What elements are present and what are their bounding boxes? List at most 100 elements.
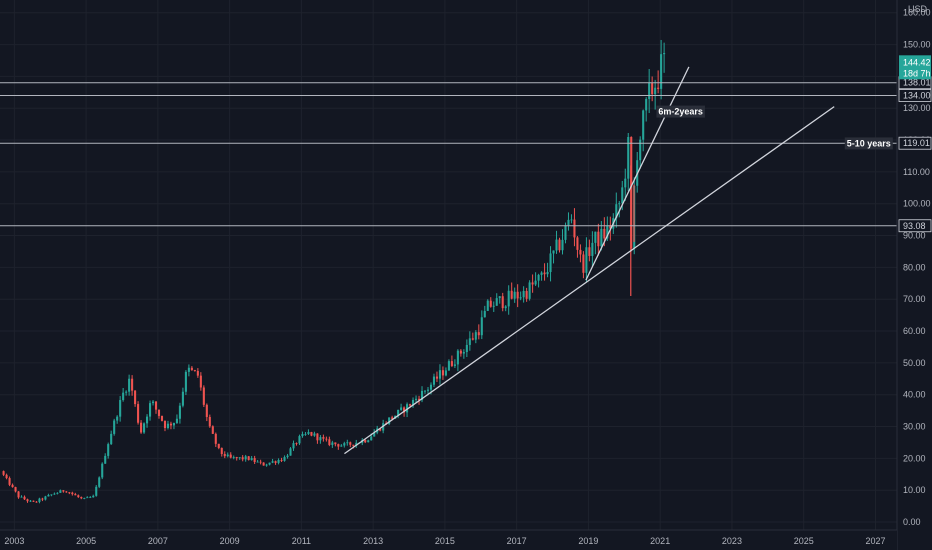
candle-body [525, 290, 528, 299]
candle-body [406, 404, 409, 413]
candle-body [83, 498, 86, 499]
candle-body [429, 384, 433, 390]
candle-body [304, 433, 307, 435]
candle-body [98, 477, 101, 487]
candle-body [331, 442, 334, 445]
last-price-badge [899, 55, 931, 80]
candle-body [295, 443, 298, 444]
candle-body [238, 457, 241, 459]
price-axis-ticks: 0.00 10.00 20.00 30.00 40.00 50.00 60.00 70.00 8… [903, 8, 931, 527]
candle-body [648, 82, 651, 100]
candle-body [65, 491, 68, 493]
candle-body [151, 401, 155, 404]
candle-body [137, 404, 140, 423]
candle-body [59, 490, 62, 493]
candle-body [175, 418, 178, 423]
candle-body [462, 352, 465, 354]
candle-body [471, 338, 474, 340]
y-tick-label: 60.00 [903, 326, 926, 336]
candle-body [319, 437, 322, 441]
price-line-value: 138.01 [903, 78, 931, 88]
candle-body [492, 305, 495, 307]
candle-body [47, 494, 50, 497]
candle-body [483, 310, 486, 318]
candle-body [113, 420, 116, 434]
candle-body [116, 416, 119, 421]
x-tick-label: 2013 [363, 536, 383, 546]
candle-body [190, 367, 193, 371]
candle-body [564, 225, 567, 240]
candle-body [379, 428, 382, 431]
candle-body [546, 272, 549, 275]
candle-body [328, 439, 331, 445]
candle-body [166, 423, 170, 429]
candle-body [169, 423, 173, 426]
candle-body [226, 454, 229, 457]
candle-body [603, 228, 606, 239]
candle-body [41, 498, 44, 500]
candle-body [642, 110, 645, 140]
currency-label: USD [908, 4, 928, 14]
x-tick-label: 2017 [507, 536, 527, 546]
candle-body [645, 99, 648, 111]
candle-body [477, 332, 480, 336]
candle-body [143, 423, 146, 433]
support-trendline[interactable] [344, 106, 835, 455]
candle-body [274, 461, 277, 463]
candle-body [355, 442, 358, 446]
candle-body [534, 280, 537, 285]
candle-body [253, 458, 256, 463]
candle-body [223, 453, 226, 457]
candle-body [340, 445, 343, 447]
candle-body [256, 461, 259, 463]
trendline-note-background [656, 105, 705, 118]
x-tick-label: 2005 [76, 536, 96, 546]
candle-body [178, 405, 181, 419]
candle-body [420, 390, 424, 401]
candle-body [388, 417, 391, 424]
candle-body [456, 350, 459, 365]
candle-body [235, 457, 238, 459]
candle-body [232, 457, 235, 458]
candle-body [140, 422, 143, 433]
candle-body [286, 455, 289, 458]
candle-body [391, 417, 394, 419]
candle-body [423, 390, 427, 392]
candle-body [301, 433, 304, 437]
support-trendline[interactable] [585, 66, 690, 281]
time-axis-ticks: 2003 2005 2007 2009 2011 2013 2015 2017 2019 2021… [4, 536, 885, 546]
candle-body [609, 225, 612, 229]
candle-body [44, 496, 47, 500]
candle-body [346, 442, 349, 444]
candle-body [71, 492, 74, 495]
candle-body [199, 375, 202, 388]
candle-body [119, 400, 122, 417]
trendline-note: 5-10 years [847, 138, 891, 148]
y-tick-label: 80.00 [903, 262, 926, 272]
x-tick-label: 2019 [578, 536, 598, 546]
candle-body [17, 491, 20, 498]
candle-body [663, 53, 666, 55]
candle-body [20, 496, 23, 498]
candle-body [621, 187, 624, 204]
candle-body [567, 219, 570, 226]
candle-body [322, 437, 325, 439]
candle-body [417, 398, 421, 401]
price-line-badge [898, 89, 932, 102]
candle-body [501, 296, 504, 309]
candle-body [89, 497, 92, 499]
candle-body [229, 454, 232, 458]
candle-body [265, 464, 268, 466]
trendline-note: 6m-2years [658, 107, 703, 117]
candle-body [193, 370, 196, 371]
candle-body [432, 376, 436, 385]
candle-body [426, 389, 430, 391]
candle-body [519, 297, 522, 299]
x-tick-label: 2007 [148, 536, 168, 546]
candle-body [414, 398, 418, 400]
candle-body [468, 338, 471, 345]
time-axis[interactable] [0, 530, 897, 550]
trendline-notes: 6m-2years 5-10 years [656, 105, 893, 150]
